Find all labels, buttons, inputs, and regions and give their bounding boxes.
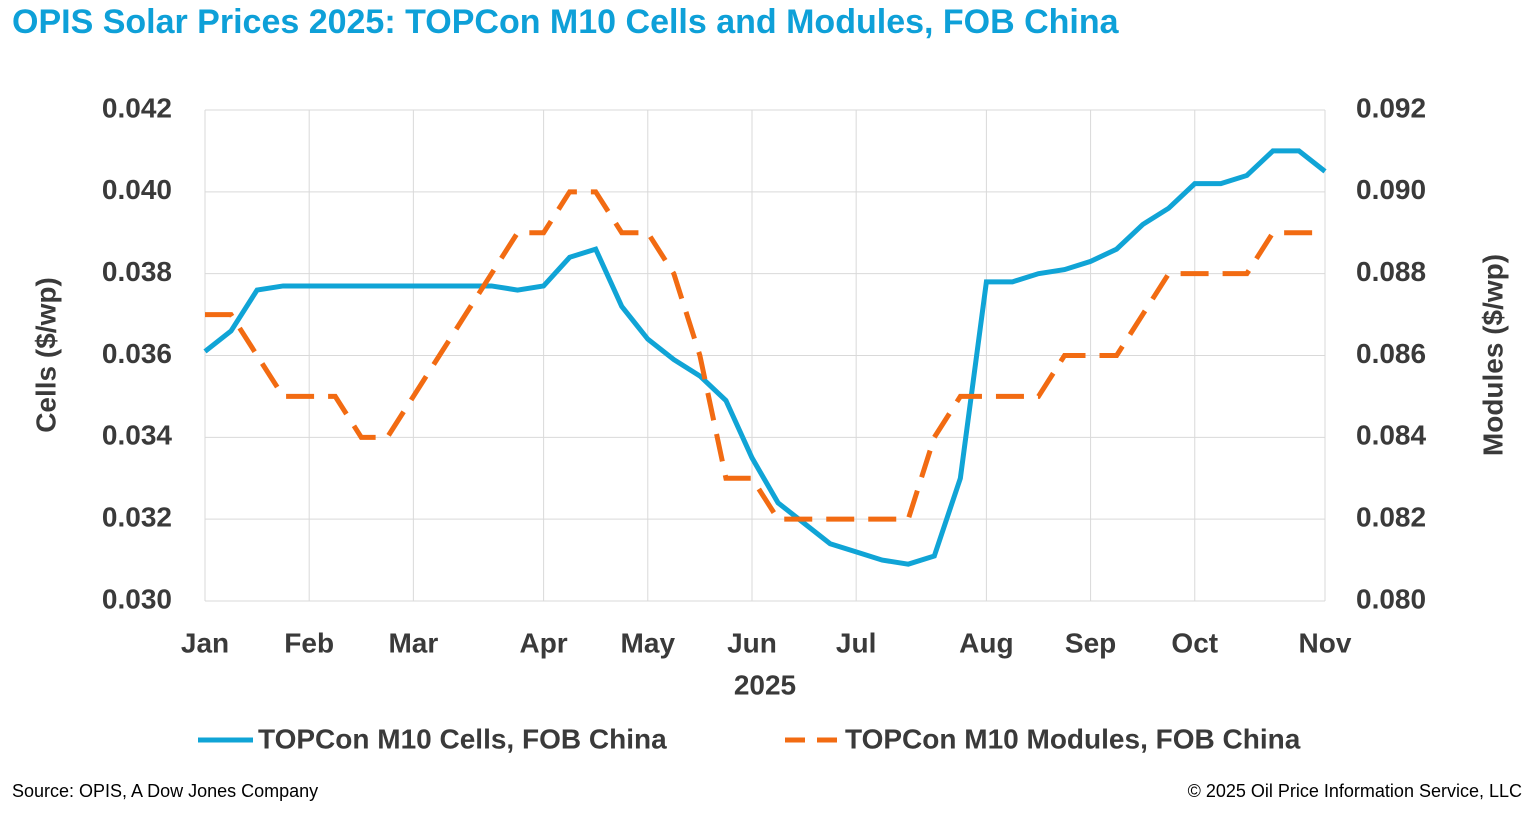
x-tick-label: Jan <box>181 627 229 658</box>
x-tick-label: Aug <box>959 627 1013 658</box>
x-tick-label: Jun <box>727 627 777 658</box>
y-axis-title: Cells ($/wp) <box>30 277 61 433</box>
source-note: Source: OPIS, A Dow Jones Company <box>12 781 318 801</box>
chart-title: OPIS Solar Prices 2025: TOPCon M10 Cells… <box>12 3 1120 41</box>
y-tick-label: 0.032 <box>102 502 172 533</box>
y-tick-label: 0.042 <box>102 92 172 123</box>
legend-label: TOPCon M10 Modules, FOB China <box>845 723 1301 754</box>
y2-tick-label: 0.082 <box>1356 502 1426 533</box>
y-tick-label: 0.038 <box>102 256 172 287</box>
y2-tick-label: 0.092 <box>1356 92 1426 123</box>
y2-axis-title: Modules ($/wp) <box>1477 254 1508 456</box>
x-tick-label: Mar <box>388 627 438 658</box>
series-line <box>205 189 1325 522</box>
y2-tick-label: 0.090 <box>1356 174 1426 205</box>
y-tick-label: 0.030 <box>102 583 172 614</box>
x-tick-label: Jul <box>836 627 876 658</box>
copyright-note: © 2025 Oil Price Information Service, LL… <box>1188 781 1522 801</box>
y-tick-label: 0.040 <box>102 174 172 205</box>
y2-tick-label: 0.084 <box>1356 420 1426 451</box>
y-tick-label: 0.034 <box>102 420 172 451</box>
x-axis-title: 2025 <box>734 669 796 700</box>
x-tick-label: Sep <box>1065 627 1116 658</box>
series-line <box>203 148 1327 567</box>
x-tick-label: Nov <box>1299 627 1352 658</box>
y2-tick-label: 0.086 <box>1356 338 1426 369</box>
y2-tick-label: 0.088 <box>1356 256 1426 287</box>
y-tick-label: 0.036 <box>102 338 172 369</box>
x-tick-label: Oct <box>1171 627 1218 658</box>
x-tick-label: Apr <box>519 627 567 658</box>
x-tick-label: May <box>621 627 676 658</box>
y2-tick-label: 0.080 <box>1356 583 1426 614</box>
legend-label: TOPCon M10 Cells, FOB China <box>258 723 667 754</box>
x-tick-label: Feb <box>284 627 334 658</box>
